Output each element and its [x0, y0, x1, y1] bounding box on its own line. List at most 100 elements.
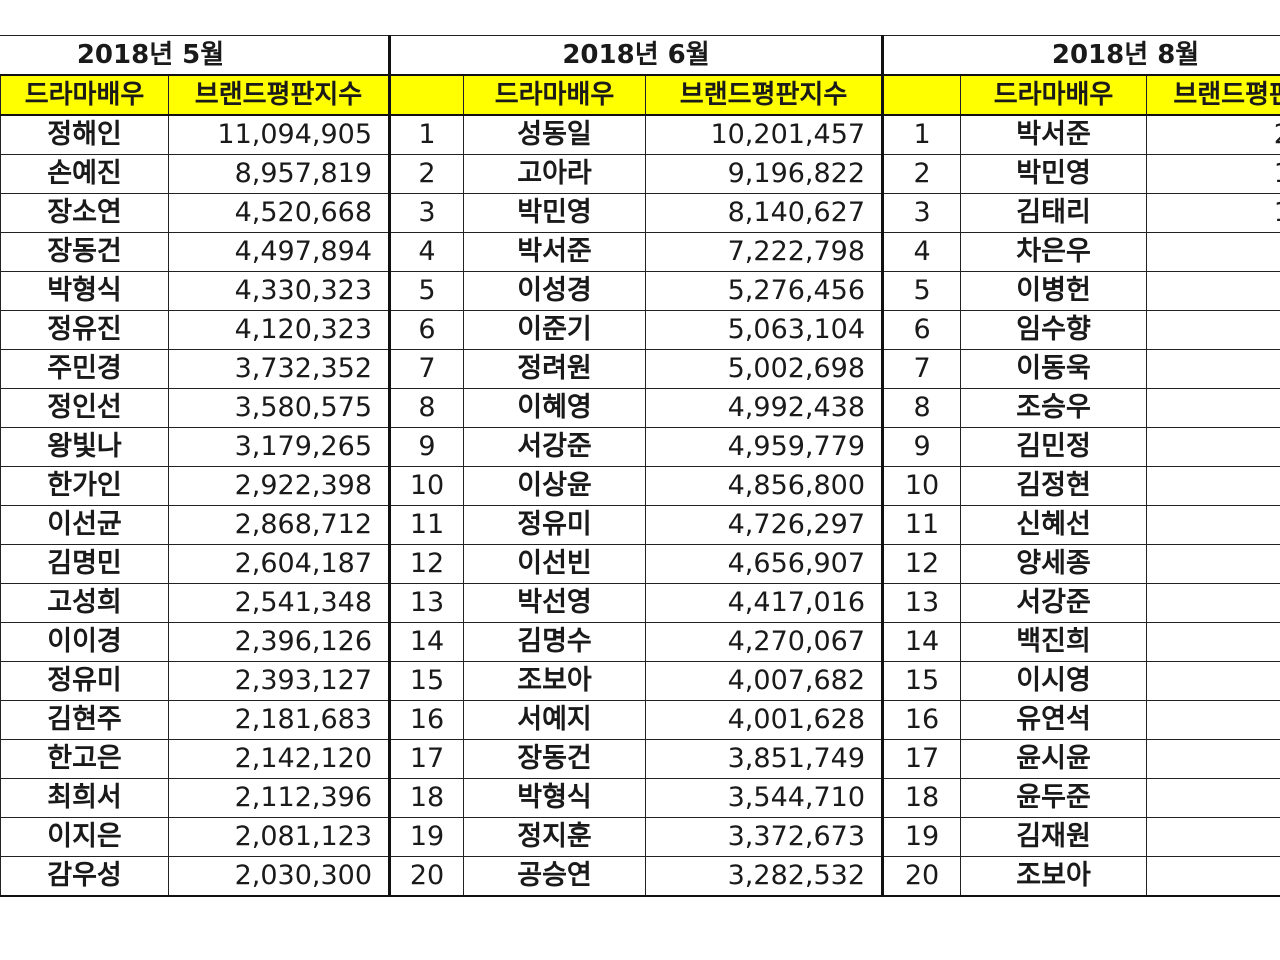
brand-score-cell: 11,094,905	[167, 114, 391, 155]
rank-cell: 19	[388, 817, 465, 857]
rank-cell: 5	[388, 271, 465, 311]
brand-score-cell: 3,580,575	[167, 388, 391, 428]
month-title-3: 2018년 8월	[881, 35, 1280, 76]
month-title-row: 2018년 5월 2018년 6월 2018년 8월	[0, 35, 1280, 76]
brand-score-cell: 2,396,126	[167, 622, 391, 662]
actor-name-cell: 김민정	[960, 427, 1148, 467]
actor-name-cell: 이준기	[463, 310, 647, 350]
actor-name-cell: 성동일	[463, 114, 647, 155]
actor-name-cell: 정유미	[463, 505, 647, 545]
brand-score-cell: 4,992,438	[645, 388, 884, 428]
ranking-table: 2018년 5월 2018년 6월 2018년 8월 드라마배우 브랜드평판지수 드라마배…	[0, 35, 1280, 897]
rank-cell: 13	[388, 583, 465, 623]
rank-cell: 16	[388, 700, 465, 740]
rank-cell: 12	[388, 544, 465, 584]
brand-score-cell: 4,856,800	[645, 466, 884, 506]
brand-score-cell: 3,282,532	[645, 856, 884, 897]
actor-name-cell: 이성경	[463, 271, 647, 311]
month-title-1: 2018년 5월	[0, 35, 391, 76]
actor-name-cell: 김현주	[0, 700, 169, 740]
actor-name-cell: 서강준	[960, 583, 1148, 623]
actor-name-cell: 임수향	[960, 310, 1148, 350]
rank-cell: 6	[388, 310, 465, 350]
brand-score-cell: 5,07	[1146, 505, 1280, 545]
actor-name-cell: 차은우	[960, 232, 1148, 272]
brand-score-cell: 2,393,127	[167, 661, 391, 701]
brand-score-cell: 4,330,323	[167, 271, 391, 311]
actor-name-cell: 한고은	[0, 739, 169, 779]
rank-cell: 9	[388, 427, 465, 467]
brand-score-cell: 3,372,673	[645, 817, 884, 857]
actor-name-cell: 유연석	[960, 700, 1148, 740]
brand-score-cell: 5,276,456	[645, 271, 884, 311]
brand-score-cell: 3,851,749	[645, 739, 884, 779]
actor-name-cell: 백진희	[960, 622, 1148, 662]
actor-name-cell: 서강준	[463, 427, 647, 467]
rank-cell: 17	[388, 739, 465, 779]
brand-score-cell: 3,94	[1146, 661, 1280, 701]
column-header-row: 드라마배우브랜드평판지수드라마배우브랜드평판지수드라마배우브랜드평판지수	[0, 74, 1280, 116]
brand-score-cell: 4,45	[1146, 544, 1280, 584]
brand-score-cell: 4,656,907	[645, 544, 884, 584]
brand-score-cell: 4,03	[1146, 622, 1280, 662]
actor-name-cell: 한가인	[0, 466, 169, 506]
brand-score-cell: 12,96	[1146, 193, 1280, 233]
brand-score-cell: 7,222,798	[645, 232, 884, 272]
actor-name-cell: 정인선	[0, 388, 169, 428]
brand-score-cell: 24,09	[1146, 114, 1280, 155]
brand-score-cell: 2,112,396	[167, 778, 391, 818]
rank-cell: 4	[388, 232, 465, 272]
rank-header-3	[881, 74, 962, 116]
rank-cell: 9	[881, 427, 962, 467]
actor-name-cell: 조보아	[463, 661, 647, 701]
actor-name-cell: 김정현	[960, 466, 1148, 506]
brand-score-cell: 6,25	[1146, 388, 1280, 428]
rank-cell: 11	[388, 505, 465, 545]
actor-name-cell: 최희서	[0, 778, 169, 818]
rank-cell: 14	[388, 622, 465, 662]
rank-cell: 1	[881, 114, 962, 155]
rank-cell: 17	[881, 739, 962, 779]
actor-name-cell: 조승우	[960, 388, 1148, 428]
actor-name-cell: 정해인	[0, 114, 169, 155]
actor-name-cell: 박형식	[463, 778, 647, 818]
actor-name-cell: 장동건	[463, 739, 647, 779]
brand-score-cell: 4,007,682	[645, 661, 884, 701]
brand-score-cell: 5,063,104	[645, 310, 884, 350]
brand-score-cell: 5,94	[1146, 466, 1280, 506]
rank-cell: 7	[388, 349, 465, 389]
actor-name-cell: 정려원	[463, 349, 647, 389]
actor-name-cell: 왕빛나	[0, 427, 169, 467]
name-header-1: 드라마배우	[0, 74, 169, 116]
actor-name-cell: 양세종	[960, 544, 1148, 584]
brand-score-cell: 4,27	[1146, 583, 1280, 623]
rank-cell: 11	[881, 505, 962, 545]
rank-cell: 2	[881, 154, 962, 194]
brand-score-cell: 3,732,352	[167, 349, 391, 389]
actor-name-cell: 김명수	[463, 622, 647, 662]
rank-cell: 6	[881, 310, 962, 350]
rank-cell: 18	[388, 778, 465, 818]
brand-score-cell: 4,001,628	[645, 700, 884, 740]
rank-cell: 4	[881, 232, 962, 272]
brand-score-cell: 8,140,627	[645, 193, 884, 233]
rank-cell: 18	[881, 778, 962, 818]
actor-name-cell: 박선영	[463, 583, 647, 623]
rank-cell: 20	[388, 856, 465, 897]
actor-name-cell: 박형식	[0, 271, 169, 311]
brand-score-cell: 3,544,710	[645, 778, 884, 818]
brand-score-cell: 4,726,297	[645, 505, 884, 545]
score-header-3: 브랜드평판지수	[1146, 74, 1280, 116]
rank-cell: 10	[388, 466, 465, 506]
